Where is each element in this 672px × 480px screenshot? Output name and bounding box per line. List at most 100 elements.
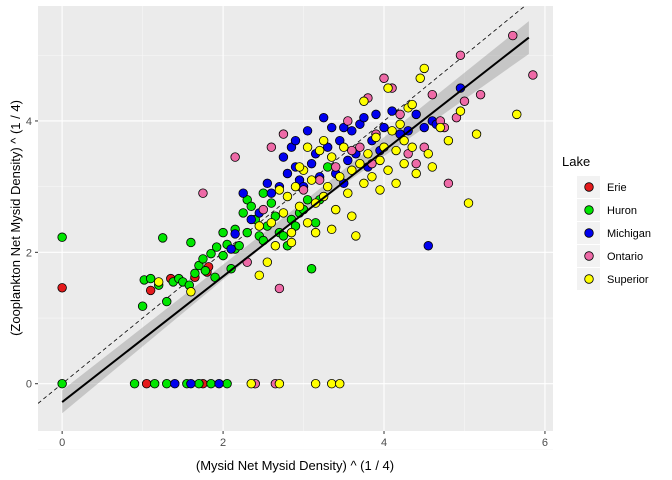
point-michigan xyxy=(327,122,337,133)
legend-swatch-superior xyxy=(584,274,594,284)
point-superior xyxy=(399,135,409,146)
point-huron xyxy=(206,379,216,389)
point-michigan xyxy=(411,109,421,120)
point-superior xyxy=(407,99,417,110)
point-ontario xyxy=(278,129,289,139)
point-ontario xyxy=(331,162,341,172)
point-ontario xyxy=(314,175,325,185)
point-michigan xyxy=(343,155,353,166)
point-superior xyxy=(302,218,313,228)
point-superior xyxy=(371,132,381,143)
point-huron xyxy=(258,188,269,198)
point-michigan xyxy=(379,122,389,133)
point-superior xyxy=(310,227,321,238)
y-tick-label: 0 xyxy=(26,379,32,391)
point-superior xyxy=(455,106,466,116)
point-superior xyxy=(355,158,365,169)
point-superior xyxy=(306,175,317,185)
point-superior xyxy=(302,142,313,152)
point-superior xyxy=(327,224,337,235)
y-axis-title: (Zooplankton Net Mysid Density) ^ (1 / 4… xyxy=(8,100,23,336)
point-ontario xyxy=(443,178,454,189)
point-ontario xyxy=(427,89,437,100)
y-tick-label: 4 xyxy=(26,116,32,128)
point-superior xyxy=(327,379,337,389)
point-huron xyxy=(137,301,148,311)
point-superior xyxy=(266,218,277,228)
y-tick-label: 2 xyxy=(26,247,32,259)
point-superior xyxy=(359,178,369,189)
point-superior xyxy=(318,135,329,146)
point-huron xyxy=(129,379,140,389)
point-superior xyxy=(339,142,349,152)
legend-title: Lake xyxy=(562,154,590,169)
point-huron xyxy=(200,266,211,276)
point-michigan xyxy=(302,126,313,136)
point-superior xyxy=(286,237,297,248)
point-ontario xyxy=(298,185,309,195)
point-superior xyxy=(443,135,454,146)
point-michigan xyxy=(347,126,357,136)
point-huron xyxy=(242,227,252,238)
point-huron xyxy=(57,232,67,242)
point-huron xyxy=(322,162,333,172)
point-superior xyxy=(391,178,401,189)
point-michigan xyxy=(170,379,180,389)
point-huron xyxy=(218,227,228,238)
point-superior xyxy=(375,185,385,195)
legend-label-erie: Erie xyxy=(607,182,627,194)
point-superior xyxy=(351,231,361,241)
point-superior xyxy=(294,162,305,172)
point-ontario xyxy=(395,109,405,120)
point-superior xyxy=(395,119,405,129)
legend-label-ontario: Ontario xyxy=(607,251,643,263)
point-michigan xyxy=(262,178,273,189)
legend-swatch-ontario xyxy=(584,251,594,261)
point-michigan xyxy=(282,168,293,179)
point-superior xyxy=(427,162,437,172)
point-superior xyxy=(347,211,357,221)
point-michigan xyxy=(306,158,317,169)
point-erie xyxy=(141,379,152,389)
point-michigan xyxy=(246,214,256,225)
point-superior xyxy=(335,379,345,389)
point-superior xyxy=(262,257,273,267)
point-huron xyxy=(158,233,168,243)
x-tick-label: 6 xyxy=(542,437,548,449)
point-michigan xyxy=(419,122,429,133)
point-superior xyxy=(335,172,345,182)
point-ontario xyxy=(347,145,357,156)
point-superior xyxy=(154,277,164,287)
point-superior xyxy=(246,379,256,389)
point-michigan xyxy=(359,112,369,123)
reference-line-layer xyxy=(38,6,526,404)
point-ontario xyxy=(355,142,365,152)
point-huron xyxy=(194,379,204,389)
point-superior xyxy=(254,221,264,231)
point-superior xyxy=(359,96,369,106)
point-michigan xyxy=(230,229,240,239)
point-michigan xyxy=(238,188,248,198)
point-huron xyxy=(186,237,196,248)
point-superior xyxy=(314,145,325,156)
fit-line-layer xyxy=(61,36,530,403)
point-superior xyxy=(435,122,446,133)
point-michigan xyxy=(186,379,196,389)
x-tick-label: 2 xyxy=(220,437,226,449)
point-superior xyxy=(278,208,289,218)
point-huron xyxy=(211,242,222,252)
point-huron xyxy=(162,379,172,389)
point-michigan xyxy=(226,244,236,254)
point-huron xyxy=(145,273,156,284)
point-michigan xyxy=(318,112,329,123)
point-superior xyxy=(387,126,397,136)
point-ontario xyxy=(379,73,389,83)
point-superior xyxy=(290,181,301,192)
reference-line-1to1 xyxy=(38,6,526,404)
point-superior xyxy=(383,83,393,93)
point-superior xyxy=(415,73,425,83)
point-superior xyxy=(363,149,373,159)
point-superior xyxy=(375,155,385,166)
legend-label-superior: Superior xyxy=(607,274,649,286)
